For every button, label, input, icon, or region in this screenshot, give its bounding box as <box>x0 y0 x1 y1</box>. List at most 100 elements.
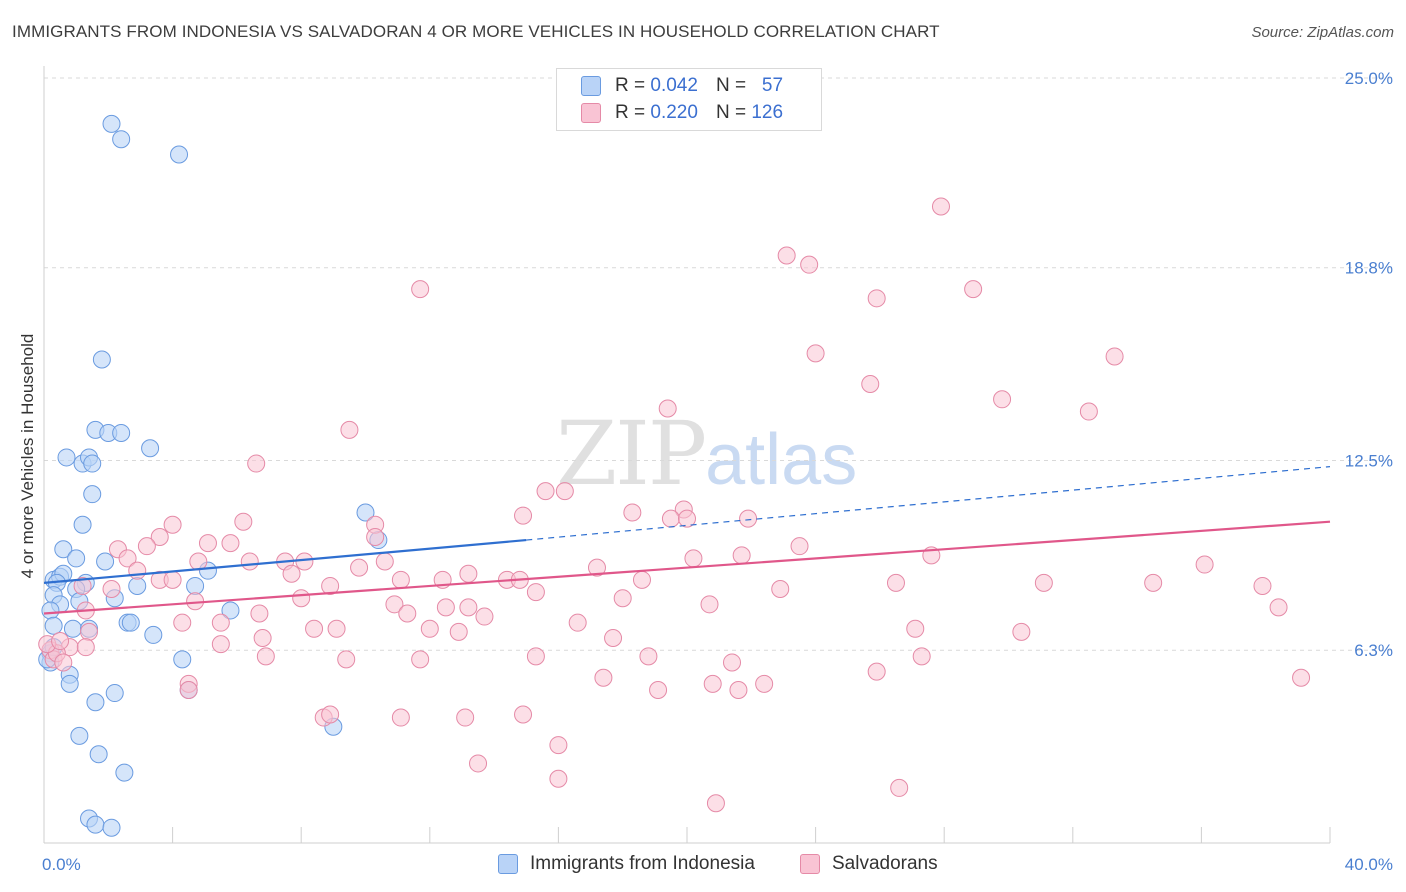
salvadorans-point <box>658 399 677 418</box>
salvadorans-point <box>459 598 478 617</box>
salvadorans-point <box>1253 576 1272 595</box>
salvadorans-trend-line <box>43 520 1331 615</box>
legend-swatch-indonesia <box>581 76 601 96</box>
salvadorans-point <box>73 576 92 595</box>
salvadorans-point <box>469 754 488 773</box>
salvadorans-point <box>150 528 169 546</box>
salvadorans-point <box>639 647 658 666</box>
salvadorans-point <box>555 482 574 501</box>
salvadorans-point <box>234 512 253 531</box>
salvadorans-point <box>80 622 99 641</box>
x-tick-label: 0.0% <box>42 855 81 874</box>
salvadorans-point <box>604 628 623 647</box>
salvadorans-point <box>632 570 651 589</box>
salvadorans-point <box>706 794 725 813</box>
salvadorans-point <box>739 509 758 528</box>
salvadorans-point <box>305 619 324 638</box>
y-tick-label: 25.0% <box>1345 69 1393 88</box>
indonesia-point <box>173 650 192 669</box>
salvadorans-point <box>568 613 587 632</box>
indonesia-point <box>70 726 89 745</box>
salvadorans-point <box>964 280 983 299</box>
indonesia-point <box>44 616 63 635</box>
indonesia-point <box>83 454 102 473</box>
legend-n-label: N = <box>715 75 747 96</box>
salvadorans-point <box>247 454 266 473</box>
salvadorans-point <box>1012 622 1031 641</box>
salvadorans-point <box>1034 573 1053 592</box>
source-label: Source: ZipAtlas.com <box>1251 24 1394 41</box>
salvadorans-point <box>867 662 886 681</box>
indonesia-point <box>170 145 189 164</box>
salvadorans-point <box>703 674 722 693</box>
salvadorans-point <box>102 580 121 599</box>
indonesia-point <box>112 130 131 149</box>
legend-n-value: 126 <box>751 102 784 123</box>
indonesia-point <box>60 674 79 693</box>
salvadorans-point <box>732 546 751 565</box>
salvadorans-point <box>514 705 533 724</box>
salvadorans-point <box>340 420 359 439</box>
indonesia-point <box>105 684 124 703</box>
indonesia-trend-line <box>43 538 527 584</box>
salvadorans-point <box>137 537 156 556</box>
bottom-legend-salvadorans: Salvadorans <box>800 852 938 876</box>
indonesia-point <box>86 815 105 834</box>
indonesia-point <box>128 576 147 595</box>
salvadorans-point <box>912 647 931 666</box>
legend-row-indonesia: R = 0.042 N = 57 <box>581 74 783 98</box>
salvadorans-point <box>375 552 394 571</box>
salvadorans-point <box>475 607 494 626</box>
salvadorans-point <box>76 638 95 657</box>
indonesia-point <box>115 763 134 782</box>
salvadorans-point <box>118 549 137 568</box>
salvadorans-point <box>800 255 819 274</box>
salvadorans-point <box>526 647 545 666</box>
legend-r-label: R = <box>615 102 646 123</box>
salvadorans-point <box>678 509 696 528</box>
indonesia-point <box>67 549 86 568</box>
salvadorans-point <box>514 506 533 525</box>
indonesia-point <box>356 503 375 522</box>
y-tick-label: 18.8% <box>1345 259 1393 278</box>
salvadorans-point <box>931 197 950 216</box>
salvadorans-point <box>729 681 748 699</box>
salvadorans-point <box>385 595 404 614</box>
indonesia-point <box>73 515 92 534</box>
indonesia-point <box>57 448 76 467</box>
legend-r-value: 0.220 <box>650 102 698 123</box>
salvadorans-point <box>526 583 545 602</box>
indonesia-point <box>96 552 115 571</box>
salvadorans-point <box>327 619 346 638</box>
indonesia-point <box>112 423 131 442</box>
indonesia-point <box>92 350 111 369</box>
salvadorans-point <box>806 344 825 363</box>
salvadorans-point <box>1105 347 1124 366</box>
salvadorans-point <box>623 503 642 522</box>
salvadorans-point <box>163 515 182 534</box>
salvadorans-point <box>337 650 356 669</box>
salvadorans-point <box>420 619 439 638</box>
legend-n-label: N = <box>715 102 747 123</box>
indonesia-point <box>63 619 82 638</box>
salvadorans-point <box>240 552 259 571</box>
salvadorans-point <box>906 619 925 638</box>
y-axis-title: 4 or more Vehicles in Household <box>18 334 37 579</box>
salvadorans-point <box>54 653 73 672</box>
salvadorans-point <box>587 558 606 577</box>
salvadorans-point <box>777 246 796 265</box>
indonesia-point <box>41 601 60 620</box>
salvadorans-point <box>321 576 340 595</box>
salvadorans-point <box>790 537 809 556</box>
y-tick-label: 6.3% <box>1354 641 1393 660</box>
salvadorans-point <box>684 549 703 568</box>
salvadorans-point <box>867 289 886 308</box>
salvadorans-point <box>128 561 147 580</box>
indonesia-point <box>102 818 121 837</box>
indonesia-point <box>102 114 121 133</box>
salvadorans-point <box>295 552 314 571</box>
salvadorans-point <box>391 570 410 589</box>
indonesia-point <box>83 485 102 504</box>
salvadorans-point <box>536 482 555 501</box>
